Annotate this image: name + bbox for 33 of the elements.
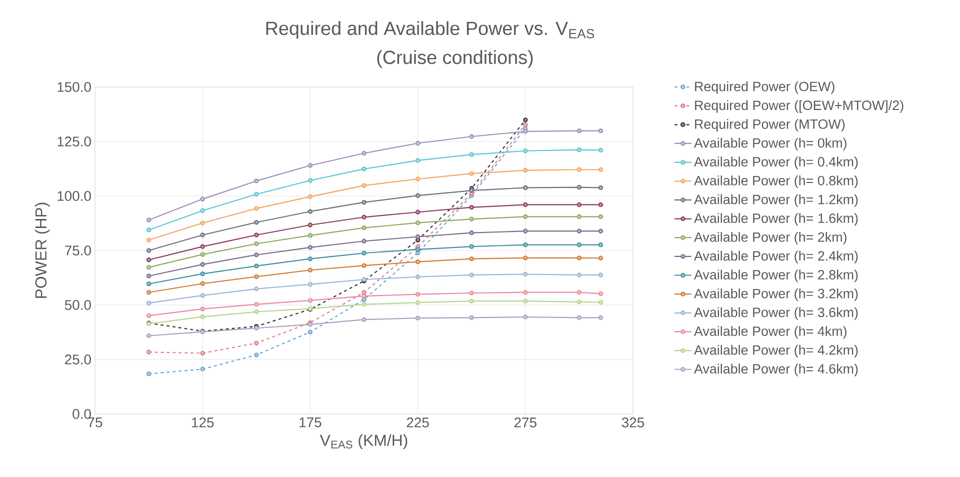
chart-title: Required and Available Power vs. V$_{EAS}$ — [266, 21, 594, 39]
legend-label: Available Power (h= 0.8km) — [694, 175, 858, 188]
x-tick-label: 125 — [192, 418, 214, 428]
y-tick-label: 125.0 — [58, 136, 91, 146]
chart-subtitle: (Cruise conditions) — [377, 50, 533, 68]
legend-label: Available Power (h= 0km) — [694, 138, 846, 150]
y-tick-label: 50.0 — [64, 300, 91, 310]
legend-label: Available Power (h= 3.6km) — [694, 307, 858, 320]
x-axis-title: V$_{EAS}$ (KM/H) — [320, 434, 408, 450]
legend-label: Available Power (h= 2.4km) — [694, 250, 858, 264]
legend-label: Required Power (OEW) — [695, 81, 834, 94]
y-tick-label: 100.0 — [58, 191, 91, 201]
x-tick-label: 225 — [406, 418, 429, 428]
legend-label: Available Power (h= 4km) — [694, 326, 846, 339]
legend-label: Required Power ([OEW+MTOW]/2) — [695, 100, 904, 113]
legend-label: Available Power (h= 1.6km) — [694, 213, 858, 226]
legend-label: Available Power (h= 4.6km) — [694, 364, 858, 376]
y-tick-label: 25.0 — [65, 354, 91, 364]
legend-label: Available Power (h= 2km) — [694, 232, 846, 245]
legend-label: Required Power (MTOW) — [695, 119, 845, 132]
y-tick-label: 75.0 — [65, 246, 91, 256]
legend-label: Available Power (h= 4.2km) — [694, 344, 858, 358]
x-tick-label: 275 — [514, 418, 536, 428]
x-tick-label: 325 — [622, 418, 644, 428]
legend-label: Available Power (h= 3.2km) — [694, 288, 858, 301]
x-tick-label: 175 — [300, 418, 322, 428]
y-tick-label: 0.0 — [72, 409, 91, 419]
legend-label: Available Power (h= 2.8km) — [694, 270, 858, 282]
x-tick-label: 75 — [88, 418, 102, 428]
y-tick-label: 150.0 — [58, 82, 91, 92]
legend-label: Available Power (h= 0.4km) — [694, 156, 858, 170]
y-axis-title: POWER (HP) — [34, 202, 50, 298]
legend-label: Available Power (h= 1.2km) — [694, 194, 858, 207]
